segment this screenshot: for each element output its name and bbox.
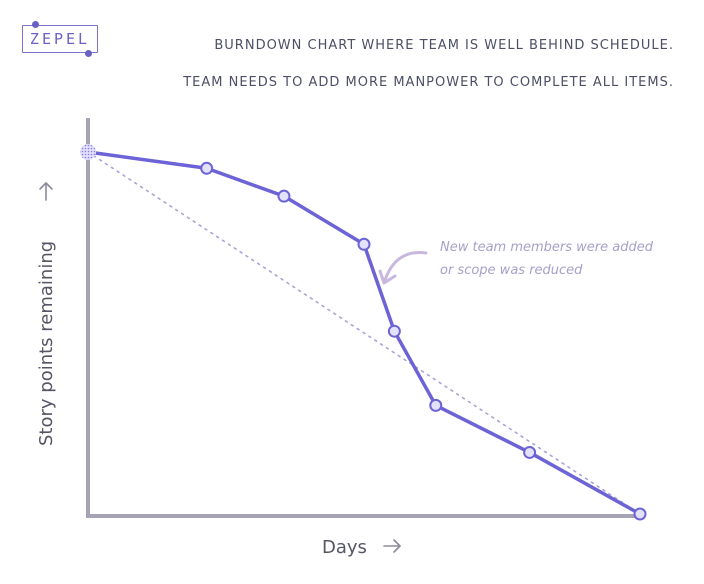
headline-line-2: TEAM NEEDS TO ADD MORE MANPOWER TO COMPL…: [183, 75, 674, 90]
ideal-burndown-line: [87, 151, 641, 515]
data-point: [387, 324, 401, 338]
x-axis-arrow-icon: [383, 539, 401, 553]
data-point: [429, 398, 443, 412]
data-point: [200, 161, 214, 175]
data-point: [523, 445, 537, 459]
logo-dot-top: [32, 21, 39, 28]
logo-dot-bottom: [85, 50, 92, 57]
x-axis-label: Days: [322, 537, 367, 558]
headline-line-1: BURNDOWN CHART WHERE TEAM IS WELL BEHIND…: [214, 38, 674, 53]
annotation-line-1: New team members were added: [440, 240, 654, 255]
annotation-arrow: [383, 251, 428, 282]
data-point: [80, 144, 96, 160]
data-point: [277, 189, 291, 203]
y-axis-arrow-icon: [39, 182, 53, 201]
logo-text: ZEPEL: [29, 30, 91, 48]
y-axis-label: Story points remaining: [36, 241, 57, 446]
data-point: [357, 237, 371, 251]
annotation-line-2: or scope was reduced: [440, 263, 583, 278]
data-point: [633, 507, 647, 521]
annotation-arrowhead: [378, 269, 397, 285]
actual-burndown-line: [86, 150, 642, 516]
zepel-logo: ZEPEL: [22, 21, 100, 57]
logo-frame: [22, 25, 98, 53]
data-points: [80, 144, 647, 521]
